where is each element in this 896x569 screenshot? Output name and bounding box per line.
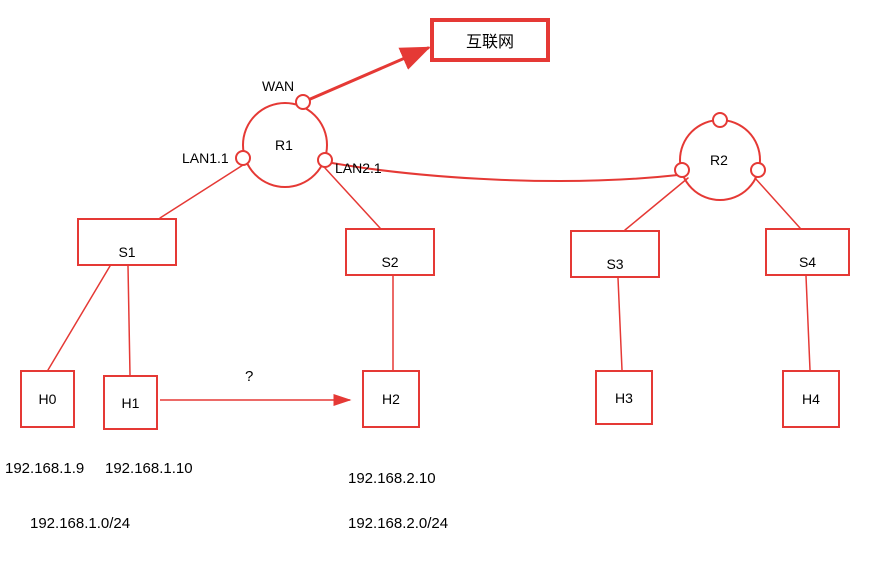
host-label-H3: H3 (615, 390, 633, 406)
switch-label-S1: S1 (118, 244, 135, 260)
router-R2-port-1 (675, 163, 689, 177)
switch-S1: S1 (77, 218, 177, 266)
router-R2-port-0 (713, 113, 727, 127)
router-R2-port-2 (751, 163, 765, 177)
switch-label-S4: S4 (799, 254, 816, 270)
port-label-LAN11: LAN1.1 (182, 150, 229, 166)
host-H2: H2 (362, 370, 420, 428)
host-label-H0: H0 (39, 391, 57, 407)
switch-label-S3: S3 (606, 256, 623, 272)
host-H1: H1 (103, 375, 158, 430)
text-net2: 192.168.2.0/24 (348, 515, 448, 532)
switch-S3: S3 (570, 230, 660, 278)
internet-box: 互联网 (430, 18, 550, 62)
router-R1-port-1 (236, 151, 250, 165)
host-label-H1: H1 (122, 395, 140, 411)
switch-S4: S4 (765, 228, 850, 276)
router-R1-port-0 (296, 95, 310, 109)
port-label-LAN21: LAN2.1 (335, 160, 382, 176)
router-R1-port-2 (318, 153, 332, 167)
host-H3: H3 (595, 370, 653, 425)
switch-S2: S2 (345, 228, 435, 276)
text-net1: 192.168.1.0/24 (30, 515, 130, 532)
text-qmark: ? (245, 368, 253, 385)
router-label-R1: R1 (275, 137, 293, 153)
port-label-WAN: WAN (262, 78, 294, 94)
text-ipH2: 192.168.2.10 (348, 470, 436, 487)
host-label-H4: H4 (802, 391, 820, 407)
text-ipH1: 192.168.1.10 (105, 460, 193, 477)
internet-label: 互联网 (466, 28, 514, 52)
host-label-H2: H2 (382, 391, 400, 407)
text-ipH0: 192.168.1.9 (5, 460, 84, 477)
switch-label-S2: S2 (381, 254, 398, 270)
router-label-R2: R2 (710, 152, 728, 168)
host-H0: H0 (20, 370, 75, 428)
host-H4: H4 (782, 370, 840, 428)
